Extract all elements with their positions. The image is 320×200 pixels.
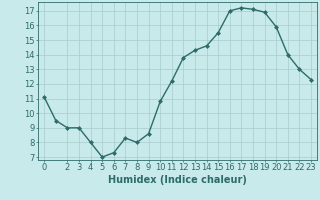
X-axis label: Humidex (Indice chaleur): Humidex (Indice chaleur): [108, 175, 247, 185]
